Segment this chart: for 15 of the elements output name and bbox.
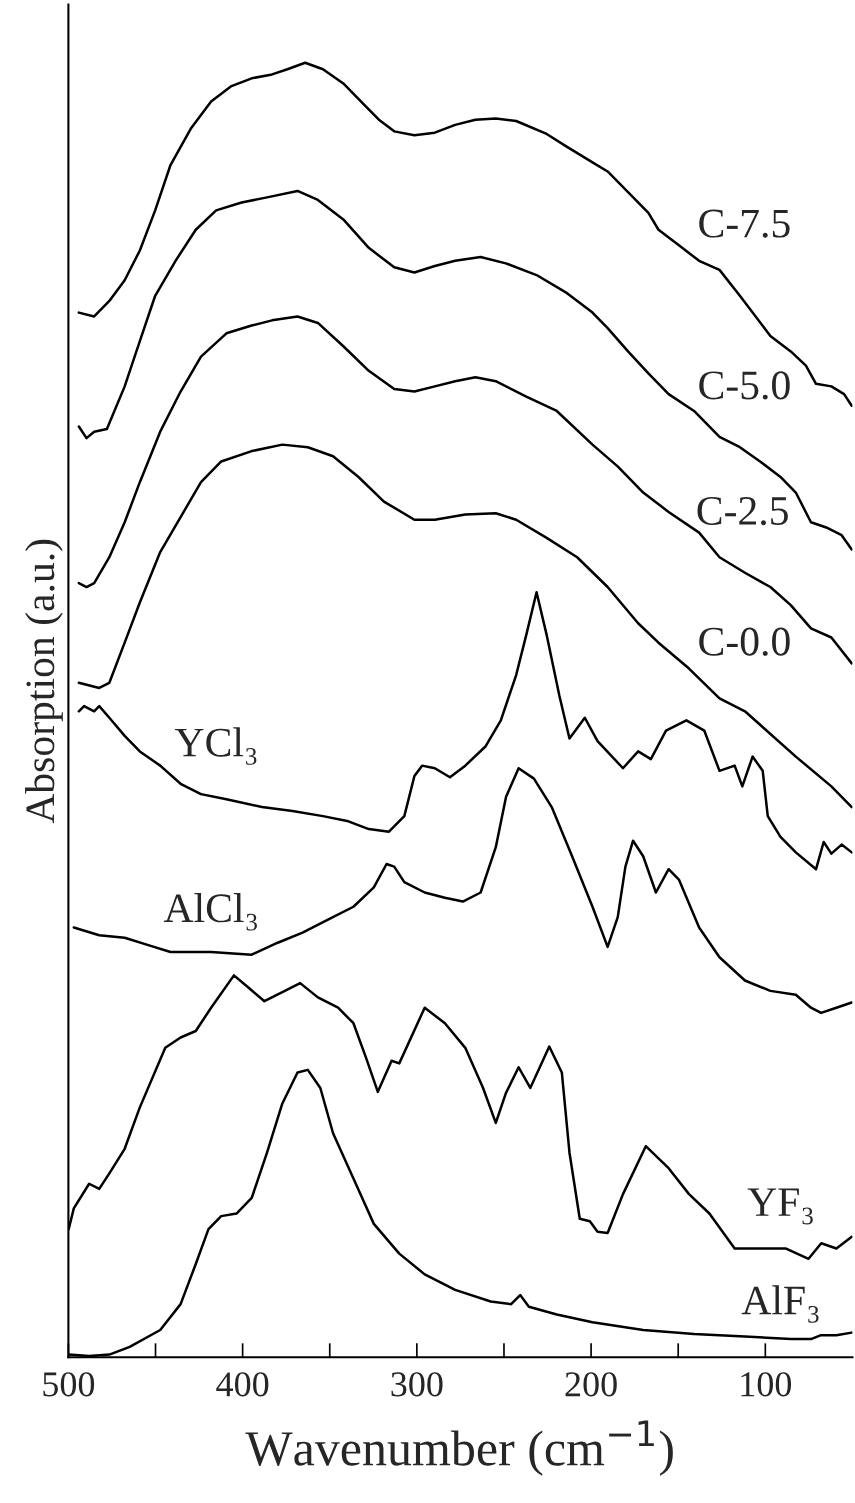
- series-label: YF₃: [747, 1188, 813, 1225]
- x-tick-label: 100: [741, 1372, 792, 1397]
- series-label: C-7.5: [699, 209, 790, 238]
- x-axis-title: Wavenumber (cm$^{−1}$): [245, 1420, 673, 1476]
- series-label: C-5.0: [699, 371, 790, 400]
- series-label: C-0.0: [699, 627, 790, 656]
- x-tick-label: 200: [565, 1372, 617, 1397]
- x-tick-label: 300: [391, 1372, 443, 1397]
- series-label: YCl₃: [174, 727, 257, 765]
- x-tick-label: 500: [43, 1372, 95, 1397]
- y-axis-title: Absorption (a.u.): [25, 539, 63, 824]
- series-label: AlF₃: [741, 1285, 819, 1323]
- series-label: C-2.5: [697, 496, 788, 526]
- series-label: AlCl₃: [163, 893, 257, 931]
- x-tick-label: 400: [216, 1372, 269, 1397]
